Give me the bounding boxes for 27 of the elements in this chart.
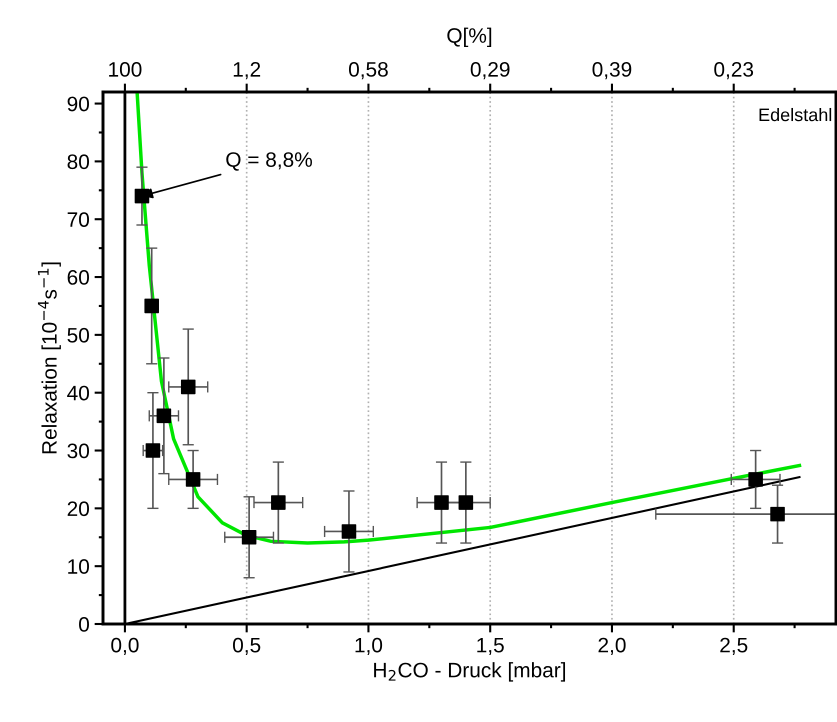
x2-axis-title: Q[%] [447,28,492,48]
y-tick-label: 0 [79,617,89,632]
x-tick-label: 1,0 [356,638,382,655]
x-axis-title: H$_{2}$CO - Druck [mbar] [374,662,566,682]
y-axis-title: Relaxation [10$^{−4}$s$^{−1}$] [38,262,61,454]
y-tick-label: 30 [67,444,89,458]
x-tick-label: 0,0 [111,638,139,655]
y-tick-label: 50 [67,328,89,343]
annotation: 100 [109,62,142,77]
x-tick-label: 2,0 [598,638,626,655]
y-tick-label: 60 [68,270,89,285]
annotation: Q = 8,8% [226,152,312,171]
x-tick-label: 0,5 [233,638,260,655]
annotation: 0,29 [470,62,510,80]
annotation: 0,39 [592,62,632,80]
x-tick-label: 1,5 [477,638,504,655]
annotation: 0,58 [348,62,388,80]
y-tick-label: 10 [68,559,89,574]
y-tick-label: 20 [68,501,89,516]
y-tick-label: 90 [68,96,89,112]
annotation: 1,2 [234,62,260,80]
y-tick-label: 70 [68,212,89,227]
y-tick-label: 40 [67,386,89,400]
annotation: Edelstahl [760,108,832,122]
x-tick-label: 2,5 [720,638,748,655]
y-tick-label: 80 [68,154,89,170]
annotation: 0,23 [714,62,754,80]
